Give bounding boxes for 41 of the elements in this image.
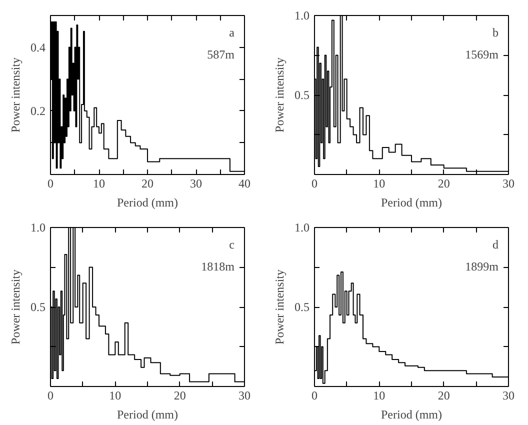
- annotation: 1899m: [465, 260, 500, 274]
- annotation: 1569m: [465, 48, 500, 62]
- x-axis-title: Period (mm): [381, 408, 442, 422]
- x-tick-label: 0: [48, 388, 54, 402]
- y-tick-label: 0.2: [30, 104, 46, 118]
- y-axis-title: Power intensity: [8, 269, 22, 344]
- x-tick-label: 10: [373, 176, 386, 190]
- annotation: 1818m: [201, 260, 236, 274]
- x-tick-label: 10: [93, 176, 105, 190]
- x-axis-title: Period (mm): [117, 408, 178, 422]
- annotation: 587m: [207, 48, 236, 62]
- x-tick-label: 30: [190, 176, 202, 190]
- x-tick-label: 20: [438, 176, 450, 190]
- x-axis-title: Period (mm): [381, 196, 442, 210]
- x-tick-label: 10: [109, 388, 122, 402]
- x-axis-title: Period (mm): [117, 196, 178, 210]
- annotation: c: [229, 238, 234, 252]
- annotation: d: [492, 238, 498, 252]
- x-tick-label: 40: [238, 176, 250, 190]
- x-tick-label: 0: [48, 176, 54, 190]
- y-tick-label: 0.5: [294, 88, 310, 102]
- x-tick-label: 30: [502, 388, 514, 402]
- annotation: a: [229, 26, 236, 40]
- y-axis-title: Power intensity: [272, 269, 286, 344]
- x-tick-label: 30: [502, 176, 514, 190]
- x-tick-label: 20: [142, 176, 154, 190]
- y-tick-label: 0.5: [294, 300, 310, 314]
- x-tick-label: 0: [312, 388, 318, 402]
- x-tick-label: 20: [438, 388, 450, 402]
- y-tick-label: 0.4: [30, 40, 46, 54]
- x-tick-label: 20: [174, 388, 186, 402]
- x-tick-label: 30: [238, 388, 250, 402]
- y-tick-label: 1.0: [30, 220, 46, 234]
- y-tick-label: 1.0: [294, 220, 310, 234]
- y-tick-label: 0.5: [30, 300, 46, 314]
- y-tick-label: 1.0: [294, 8, 310, 22]
- x-tick-label: 0: [312, 176, 318, 190]
- y-axis-title: Power intensity: [272, 57, 286, 132]
- annotation: b: [492, 26, 498, 40]
- y-axis-title: Power intensity: [8, 57, 22, 132]
- x-tick-label: 10: [373, 388, 386, 402]
